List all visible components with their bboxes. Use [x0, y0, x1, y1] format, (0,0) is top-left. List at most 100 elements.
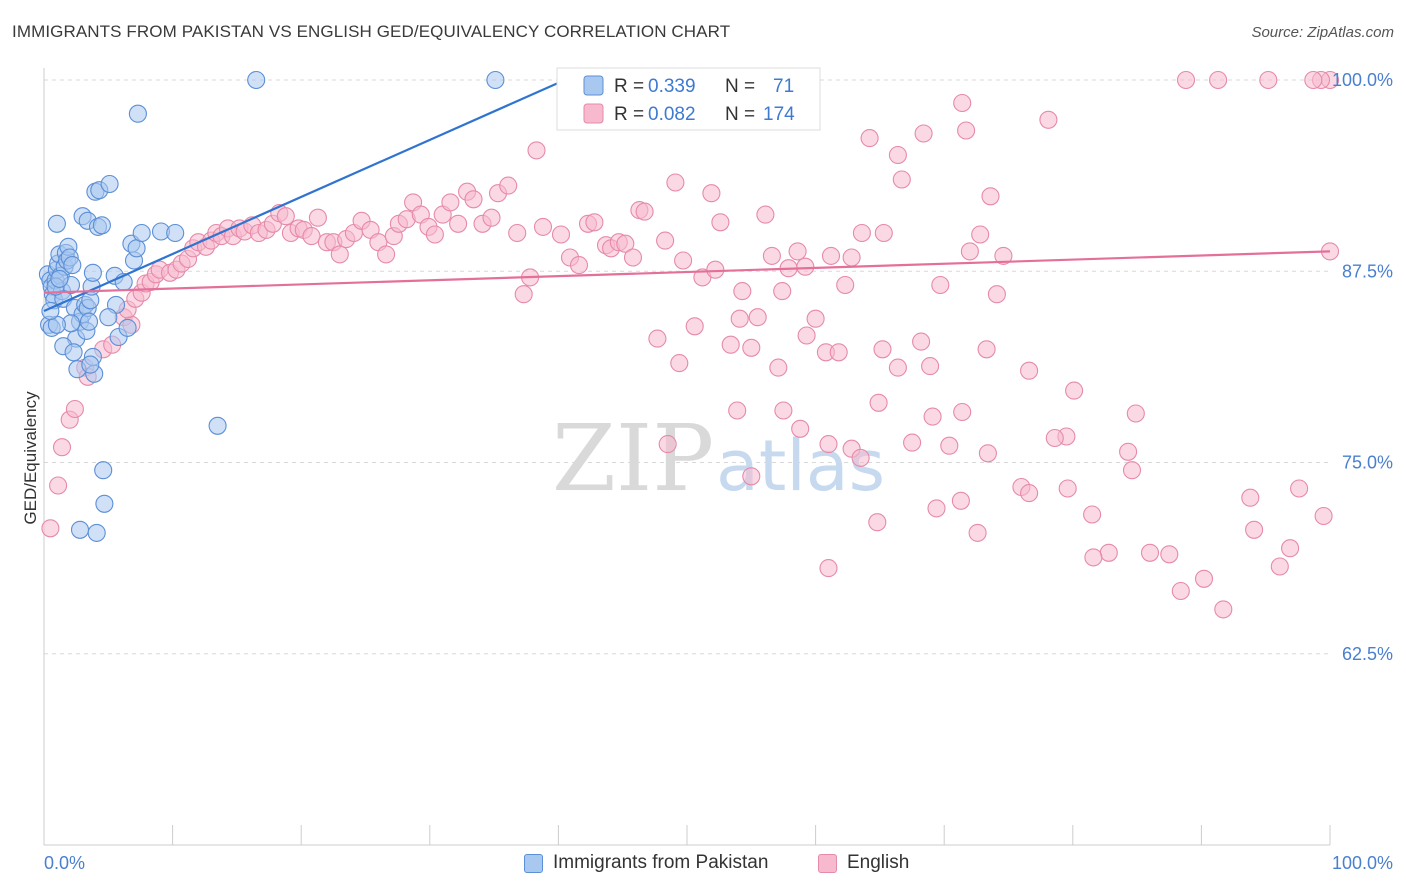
english-point: [773, 282, 792, 301]
english-point: [842, 248, 861, 267]
english-point: [1020, 361, 1039, 380]
legend-r-value-1: 0.339: [648, 76, 696, 97]
series-legend: Immigrants from Pakistan English: [0, 852, 1406, 878]
english-point: [987, 285, 1006, 304]
english-point: [1160, 545, 1179, 564]
english-point: [774, 401, 793, 420]
english-point: [533, 217, 553, 236]
english-point: [616, 234, 635, 253]
english-point: [1126, 404, 1145, 423]
english-point: [1065, 381, 1084, 400]
english-point: [968, 523, 987, 542]
english-point: [868, 513, 887, 532]
trendlines: [43, 78, 1331, 313]
english-point: [585, 213, 604, 232]
y-tick-label: 62.5%: [1342, 644, 1393, 664]
legend-swatch-pakistan: [524, 853, 543, 873]
x-tick-label: 0.0%: [44, 853, 85, 873]
english-point: [65, 399, 84, 419]
english-point: [499, 176, 518, 195]
english-point: [869, 393, 888, 412]
english-point: [702, 184, 721, 203]
watermark-zip: ZIP: [552, 405, 714, 512]
english-point: [1119, 442, 1138, 461]
english-point: [441, 193, 460, 212]
legend-item-pakistan[interactable]: Immigrants from Pakistan: [524, 852, 768, 874]
pakistan-point: [208, 416, 227, 435]
english-point: [1245, 520, 1264, 539]
english-point: [656, 231, 675, 250]
correlation-legend: R = 0.339 N = 71 R = 0.082 N = 174: [556, 67, 821, 131]
english-point: [1281, 539, 1300, 558]
english-point: [892, 170, 911, 189]
english-point: [706, 260, 725, 279]
english-point: [1039, 110, 1058, 129]
english-point: [377, 245, 396, 264]
english-point: [819, 559, 838, 578]
legend-r-label-2: R =: [614, 104, 644, 125]
english-point: [52, 438, 72, 457]
english-point: [994, 246, 1013, 265]
english-point: [742, 338, 761, 357]
english-point: [674, 251, 693, 270]
english-point: [569, 256, 589, 275]
legend-n-value-1: 71: [773, 76, 794, 97]
english-point: [1259, 70, 1278, 90]
english-point: [648, 329, 667, 348]
english-point: [449, 214, 468, 233]
legend-label-pakistan: Immigrants from Pakistan: [553, 852, 769, 873]
english-point: [1270, 557, 1289, 576]
english-point: [769, 358, 788, 377]
pakistan-point: [118, 318, 137, 337]
english-point: [874, 223, 893, 243]
y-axis-label: GED/Equivalency: [21, 391, 40, 525]
english-point: [903, 433, 922, 452]
english-point: [482, 208, 501, 227]
english-point: [836, 275, 855, 295]
pakistan-point: [64, 343, 83, 362]
english-point: [1020, 484, 1039, 503]
pakistan-point: [247, 70, 266, 90]
english-point: [762, 246, 781, 265]
english-point: [953, 402, 972, 422]
english-point: [635, 202, 654, 221]
english-point: [508, 223, 527, 243]
y-tick-label: 87.5%: [1342, 261, 1393, 281]
axes: [43, 68, 1331, 846]
english-point: [940, 436, 959, 455]
pakistan-point: [128, 104, 147, 123]
english-point: [788, 242, 807, 261]
pakistan-point: [94, 461, 113, 480]
english-point: [721, 335, 740, 354]
english-point: [1099, 543, 1118, 562]
english-point: [971, 225, 990, 244]
english-point: [960, 242, 979, 261]
pakistan-trendline: [43, 78, 566, 313]
english-point: [1214, 600, 1233, 619]
english-point: [1290, 479, 1309, 498]
english-point: [1140, 543, 1160, 562]
english-point: [425, 225, 444, 244]
english-point: [730, 309, 749, 328]
english-point: [978, 444, 997, 463]
english-point: [912, 332, 931, 351]
english-point: [308, 208, 327, 227]
pakistan-point: [47, 214, 66, 233]
english-point: [951, 491, 970, 510]
english-point: [1084, 548, 1103, 567]
y-tick-label: 100.0%: [1332, 70, 1393, 90]
english-point: [1304, 70, 1323, 90]
english-point: [756, 205, 775, 224]
legend-item-english[interactable]: English: [818, 852, 909, 874]
pakistan-point: [81, 355, 100, 374]
english-point: [1194, 569, 1214, 588]
english-point: [1176, 70, 1196, 90]
english-point: [742, 467, 761, 486]
english-trendline: [43, 250, 1331, 294]
english-point: [748, 308, 767, 327]
english-point: [1314, 506, 1333, 526]
pakistan-point: [87, 523, 106, 542]
english-point: [1209, 70, 1228, 90]
english-point: [873, 340, 892, 359]
